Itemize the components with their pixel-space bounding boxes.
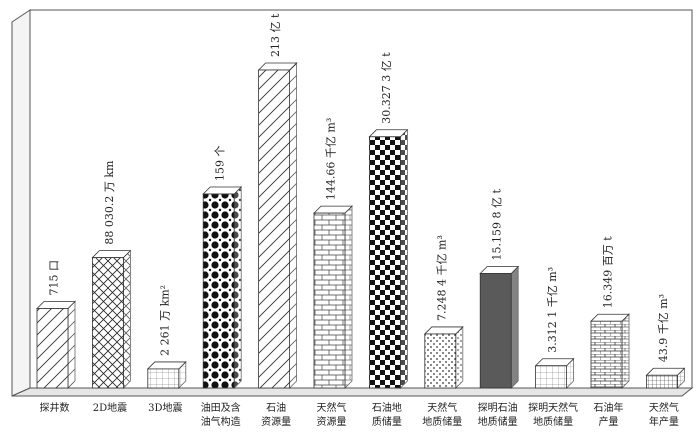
category-label: 产量 bbox=[599, 415, 619, 428]
bar-side bbox=[344, 205, 353, 389]
bar-top bbox=[368, 129, 409, 138]
category-label: 资源量 bbox=[261, 415, 291, 428]
value-labels: 715 口 88 030.2 万 km 2 261 万 km² 159 个 213 亿 … bbox=[48, 13, 670, 362]
bar-top bbox=[257, 62, 298, 71]
category-label: 资源量 bbox=[317, 415, 347, 428]
value-label: 213 亿 t bbox=[269, 13, 282, 57]
bar-front bbox=[36, 308, 69, 389]
category-label: 地质储量 bbox=[478, 415, 518, 428]
bar-top bbox=[91, 250, 132, 259]
bar bbox=[479, 265, 520, 389]
bar-front bbox=[92, 257, 124, 389]
category-label: 天然气 bbox=[649, 401, 679, 414]
bar bbox=[36, 300, 76, 389]
bar-front bbox=[202, 193, 235, 389]
value-label: 15.159 8 亿 t bbox=[491, 189, 504, 261]
bar-front bbox=[646, 374, 678, 389]
bar-front bbox=[368, 136, 401, 389]
bar bbox=[146, 360, 187, 389]
bar-front bbox=[479, 273, 512, 389]
value-label: 159 个 bbox=[214, 146, 227, 182]
bar-side bbox=[621, 313, 630, 389]
bar bbox=[590, 313, 630, 389]
bar-front bbox=[313, 212, 346, 389]
bar-top bbox=[423, 326, 464, 335]
bar-side bbox=[233, 186, 242, 389]
value-label: 43.9 千亿 m³ bbox=[657, 294, 670, 362]
value-label: 30.327 3 亿 t bbox=[380, 52, 393, 124]
value-label: 144.66 千亿 m³ bbox=[325, 118, 338, 200]
category-label: 年产量 bbox=[649, 415, 679, 428]
bar-top bbox=[645, 367, 686, 376]
bar bbox=[645, 367, 686, 389]
bar-side bbox=[510, 265, 519, 389]
bar-top bbox=[590, 313, 630, 322]
category-label: 天然气 bbox=[427, 401, 457, 414]
value-label: 16.349 百万 t bbox=[602, 236, 615, 308]
category-label: 3D地震 bbox=[148, 401, 182, 414]
bar-top bbox=[202, 186, 243, 195]
bar-front bbox=[424, 333, 457, 389]
category-label: 地质储量 bbox=[422, 415, 462, 428]
value-label: 2 261 万 km² bbox=[158, 285, 171, 356]
category-label: 探明石油 bbox=[478, 401, 518, 414]
bar bbox=[423, 325, 464, 389]
category-label: 油气构造 bbox=[201, 415, 241, 428]
bar bbox=[202, 186, 243, 389]
value-label: 715 口 bbox=[48, 260, 61, 296]
bar-top bbox=[534, 358, 575, 367]
bar-side bbox=[289, 62, 297, 389]
category-label: 石油 bbox=[266, 401, 286, 414]
category-label: 石油地 bbox=[372, 401, 402, 414]
bar-side bbox=[67, 300, 76, 389]
value-label: 88 030.2 万 km bbox=[103, 160, 116, 245]
bar-side bbox=[400, 128, 408, 389]
bar-front bbox=[535, 365, 567, 389]
left-wall bbox=[11, 9, 31, 397]
value-label: 3.312 1 千亿 m³ bbox=[546, 267, 559, 353]
category-label: 2D地震 bbox=[93, 401, 127, 414]
category-label: 质储量 bbox=[372, 415, 402, 428]
category-label: 探明天然气 bbox=[528, 401, 578, 414]
category-label: 探井数 bbox=[40, 401, 70, 414]
category-label: 天然气 bbox=[317, 401, 347, 414]
bar bbox=[368, 128, 409, 389]
chart-frame bbox=[11, 9, 694, 397]
category-label: 石油年 bbox=[594, 401, 624, 414]
category-labels: 探井数 2D地震 3D地震 油田及含油气构造石油资源量天然气资源量石油地质储量天然气地… bbox=[40, 401, 679, 428]
bar bbox=[534, 357, 575, 389]
bar bbox=[91, 249, 132, 389]
bar-side bbox=[455, 325, 464, 389]
bars-group bbox=[36, 62, 686, 389]
value-label: 7.248 4 千亿 m³ bbox=[435, 235, 448, 321]
bar-front bbox=[258, 69, 291, 389]
bar-top bbox=[146, 361, 187, 370]
bar-front bbox=[147, 368, 180, 389]
bar-top bbox=[479, 266, 520, 274]
bar bbox=[257, 62, 298, 389]
bar-front bbox=[590, 320, 623, 389]
bar bbox=[313, 205, 353, 389]
bar-side bbox=[123, 249, 131, 389]
bar-top bbox=[36, 301, 76, 309]
category-label: 地质储量 bbox=[533, 415, 573, 428]
floor bbox=[11, 387, 694, 397]
bar-top bbox=[313, 205, 353, 214]
category-label: 油田及含 bbox=[201, 401, 241, 414]
